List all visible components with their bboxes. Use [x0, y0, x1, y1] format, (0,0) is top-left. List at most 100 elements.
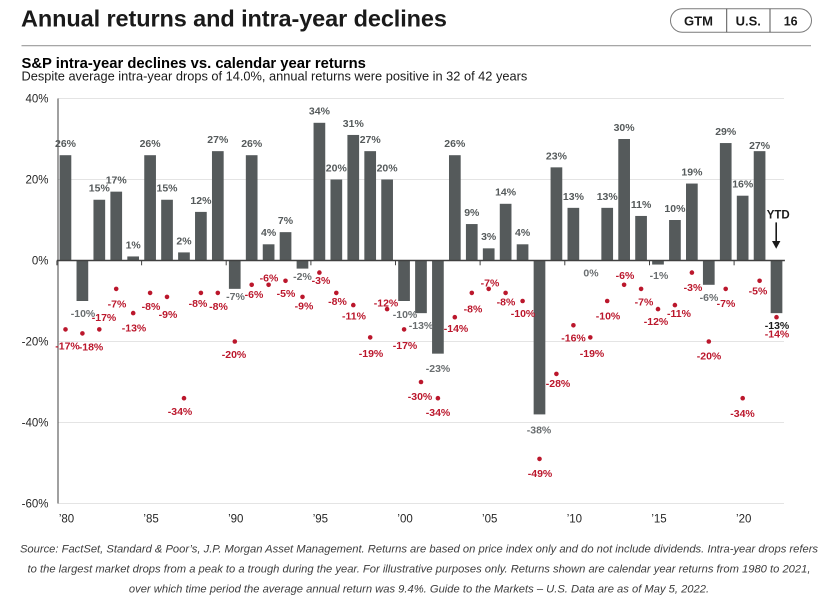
svg-text:’00: ’00: [397, 514, 412, 526]
svg-text:4%: 4%: [515, 227, 531, 239]
svg-text:-16%: -16%: [561, 333, 586, 345]
svg-text:YTD: YTD: [767, 210, 790, 222]
svg-text:30%: 30%: [614, 122, 636, 134]
svg-text:27%: 27%: [207, 134, 229, 146]
svg-text:14%: 14%: [495, 187, 517, 199]
svg-text:19%: 19%: [681, 167, 703, 179]
svg-text:-2%: -2%: [293, 271, 312, 283]
svg-text:20%: 20%: [326, 162, 348, 174]
svg-text:-12%: -12%: [644, 316, 669, 328]
svg-text:-13%: -13%: [122, 322, 147, 334]
svg-text:’80: ’80: [59, 514, 74, 526]
svg-text:-6%: -6%: [260, 272, 279, 284]
svg-text:-7%: -7%: [226, 291, 245, 303]
svg-text:20%: 20%: [377, 162, 399, 174]
svg-text:9%: 9%: [464, 207, 480, 219]
svg-text:13%: 13%: [597, 191, 619, 203]
svg-text:-6%: -6%: [616, 270, 635, 282]
svg-text:-8%: -8%: [328, 296, 347, 308]
svg-text:2%: 2%: [176, 235, 192, 247]
svg-text:-30%: -30%: [408, 391, 433, 403]
svg-text:-17%: -17%: [92, 312, 117, 324]
svg-text:’05: ’05: [482, 514, 497, 526]
svg-text:-18%: -18%: [79, 341, 104, 353]
svg-text:GTM: GTM: [684, 13, 713, 28]
svg-text:-23%: -23%: [426, 363, 451, 375]
svg-text:-6%: -6%: [700, 292, 719, 304]
svg-text:10%: 10%: [664, 203, 686, 215]
svg-text:3%: 3%: [481, 231, 497, 243]
svg-text:34%: 34%: [309, 106, 331, 118]
svg-text:26%: 26%: [241, 138, 263, 150]
svg-text:29%: 29%: [715, 126, 737, 138]
svg-text:-19%: -19%: [580, 348, 605, 360]
svg-text:0%: 0%: [32, 255, 49, 267]
svg-text:-20%: -20%: [22, 336, 49, 348]
svg-text:-17%: -17%: [55, 340, 80, 352]
svg-text:-60%: -60%: [22, 498, 49, 510]
svg-text:-12%: -12%: [374, 297, 399, 309]
svg-text:26%: 26%: [140, 138, 162, 150]
svg-text:over which time period the ave: over which time period the average annua…: [129, 584, 709, 596]
svg-text:11%: 11%: [631, 199, 652, 211]
svg-text:-13%: -13%: [765, 320, 790, 332]
svg-text:16: 16: [784, 14, 798, 28]
svg-text:-5%: -5%: [277, 288, 296, 300]
svg-text:-7%: -7%: [635, 296, 654, 308]
svg-text:0%: 0%: [583, 268, 599, 280]
svg-text:7%: 7%: [278, 215, 294, 227]
svg-text:12%: 12%: [190, 195, 212, 207]
svg-text:17%: 17%: [106, 175, 128, 187]
svg-text:-10%: -10%: [511, 308, 536, 320]
svg-text:20%: 20%: [25, 174, 48, 186]
svg-text:’20: ’20: [736, 514, 751, 526]
svg-text:-34%: -34%: [730, 408, 755, 420]
svg-text:-14%: -14%: [765, 329, 790, 341]
svg-text:-49%: -49%: [528, 468, 553, 480]
svg-text:-13%: -13%: [409, 320, 434, 332]
svg-text:-40%: -40%: [22, 417, 49, 429]
svg-text:’85: ’85: [143, 514, 158, 526]
svg-text:13%: 13%: [563, 191, 585, 203]
svg-text:40%: 40%: [25, 93, 48, 105]
svg-text:26%: 26%: [444, 138, 466, 150]
svg-text:15%: 15%: [156, 183, 178, 195]
svg-text:-8%: -8%: [209, 301, 228, 313]
svg-text:27%: 27%: [749, 140, 771, 152]
svg-text:1%: 1%: [126, 239, 142, 251]
svg-text:27%: 27%: [360, 134, 382, 146]
svg-text:-7%: -7%: [481, 277, 500, 289]
svg-text:4%: 4%: [261, 227, 277, 239]
svg-text:-20%: -20%: [222, 349, 247, 361]
svg-text:-10%: -10%: [71, 308, 96, 320]
svg-text:-11%: -11%: [667, 308, 692, 320]
svg-text:’15: ’15: [651, 514, 666, 526]
svg-text:to the largest market drops fr: to the largest market drops from a peak …: [28, 564, 811, 576]
svg-text:Annual returns and intra-year: Annual returns and intra-year declines: [21, 6, 447, 32]
svg-text:23%: 23%: [546, 150, 568, 162]
svg-text:-8%: -8%: [497, 297, 516, 309]
svg-text:’10: ’10: [567, 514, 582, 526]
svg-text:-9%: -9%: [295, 300, 314, 312]
svg-text:’90: ’90: [228, 514, 243, 526]
svg-text:’95: ’95: [313, 514, 328, 526]
svg-text:-19%: -19%: [359, 348, 384, 360]
svg-text:-11%: -11%: [342, 311, 367, 323]
svg-text:-10%: -10%: [596, 311, 621, 323]
svg-text:-1%: -1%: [650, 270, 669, 282]
svg-text:-8%: -8%: [464, 303, 483, 315]
svg-text:-34%: -34%: [426, 407, 451, 419]
svg-text:-17%: -17%: [393, 340, 418, 352]
svg-text:Despite average intra-year dro: Despite average intra-year drops of 14.0…: [22, 69, 528, 84]
svg-text:-20%: -20%: [697, 350, 722, 362]
svg-text:S&P intra-year declines vs. ca: S&P intra-year declines vs. calendar yea…: [22, 56, 366, 72]
svg-text:U.S.: U.S.: [736, 13, 761, 28]
svg-text:15%: 15%: [89, 183, 111, 195]
svg-text:-34%: -34%: [168, 406, 193, 418]
svg-text:-3%: -3%: [312, 275, 331, 287]
svg-text:16%: 16%: [732, 179, 754, 191]
svg-text:-9%: -9%: [159, 309, 178, 321]
svg-text:-8%: -8%: [142, 301, 161, 313]
svg-text:26%: 26%: [55, 138, 77, 150]
svg-text:-6%: -6%: [245, 289, 264, 301]
